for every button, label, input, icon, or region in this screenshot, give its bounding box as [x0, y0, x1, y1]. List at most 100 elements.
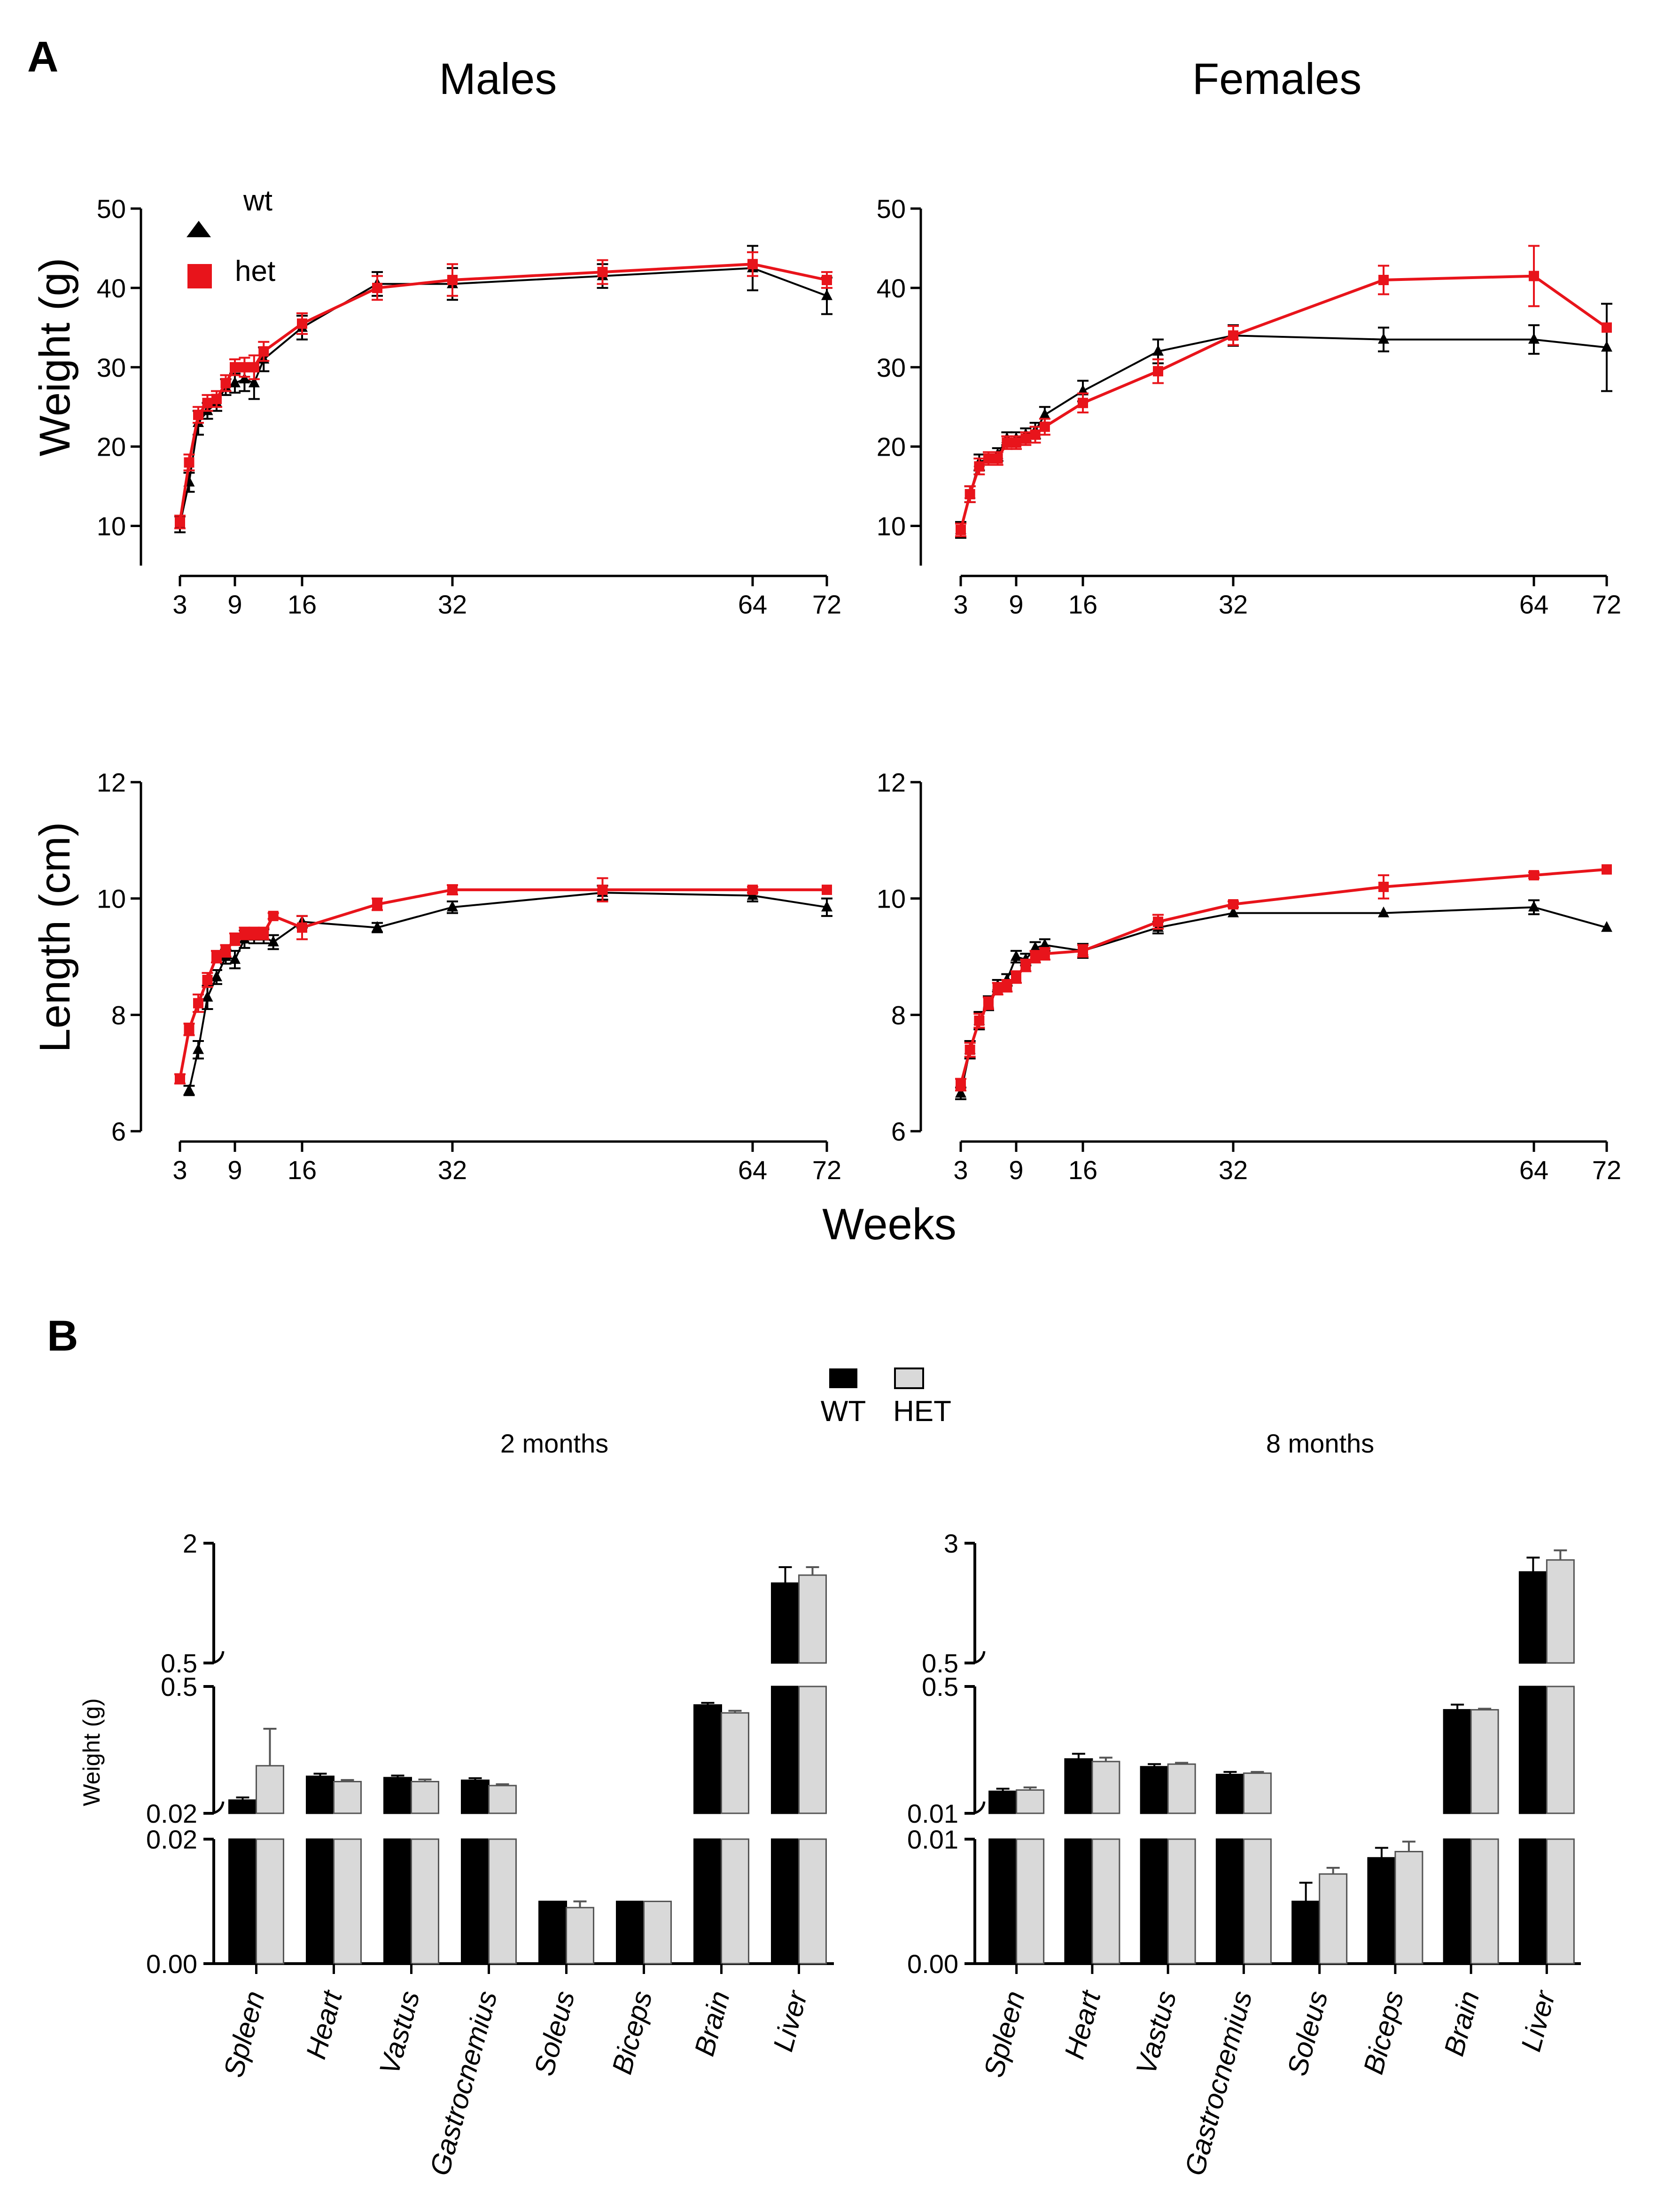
data-point-het — [1378, 275, 1389, 285]
y-tick-label: 3 — [944, 1529, 958, 1558]
data-point-wt — [229, 376, 241, 388]
category-label: Gastrocnemius — [1179, 1988, 1258, 2179]
data-point-wt — [1601, 921, 1612, 932]
x-tick-label: 72 — [1592, 590, 1621, 619]
data-point-het — [184, 457, 194, 468]
data-point-het — [1378, 881, 1389, 892]
data-point-het — [597, 267, 608, 278]
y-tick-label: 0.02 — [146, 1825, 197, 1854]
title-males: Males — [439, 54, 557, 103]
data-point-het — [597, 885, 608, 895]
y-tick-label: 8 — [891, 1000, 906, 1030]
bar-het — [1546, 1559, 1575, 1664]
y-tick-label: 40 — [97, 273, 126, 303]
data-point-het — [983, 998, 994, 1009]
y-tick-label: 50 — [97, 194, 126, 224]
legend-het-bar-label: HET — [893, 1395, 951, 1428]
data-point-wt — [229, 953, 241, 964]
category-label: Spleen — [218, 1988, 271, 2081]
data-point-wt — [202, 991, 213, 1002]
data-point-het — [184, 1024, 194, 1035]
bar-wt — [616, 1901, 645, 1965]
panel-label-b: B — [47, 1312, 78, 1360]
bar-het — [256, 1838, 284, 1965]
bar-wt — [988, 1838, 1018, 1965]
x-tick-label: 9 — [1009, 590, 1023, 619]
data-point-wt — [955, 1087, 966, 1098]
data-point-het — [1228, 899, 1238, 910]
category-label: Soleus — [1281, 1988, 1334, 2079]
data-point-het — [964, 489, 975, 499]
bar-het — [488, 1838, 517, 1965]
data-point-wt — [1152, 345, 1164, 356]
line-chart-females-weight: 10 20 30 40 50 3 9 16 32 64 72 — [877, 194, 1621, 619]
data-point-het — [258, 346, 269, 357]
data-point-het — [1039, 948, 1050, 959]
category-label: Liver — [1515, 1987, 1562, 2055]
data-point-het — [1602, 322, 1612, 333]
data-point-het — [956, 1079, 966, 1090]
x-tick-label: 16 — [1068, 590, 1097, 619]
data-point-het — [974, 1015, 985, 1026]
bar-wt — [306, 1838, 334, 1965]
data-point-het — [1030, 951, 1041, 962]
bar-het — [798, 1686, 827, 1814]
weeks-x-label: Weeks — [822, 1199, 957, 1249]
y-tick-label: 0.01 — [907, 1825, 958, 1854]
bar-het — [1470, 1709, 1499, 1814]
bar-wt — [1140, 1838, 1169, 1965]
x-tick-label: 9 — [227, 590, 242, 619]
bar-chart-2-months: 2 months Weight (g) 0.00 0.020.02 0.50.5 2 Spl… — [78, 1429, 834, 2179]
data-point-het — [822, 275, 832, 285]
series-line-wt — [960, 906, 1607, 1094]
data-point-het — [1078, 946, 1088, 956]
bar-het — [1016, 1838, 1045, 1965]
bar-het — [1016, 1789, 1045, 1814]
y-tick-label: 10 — [97, 884, 126, 914]
bar-wt — [1518, 1686, 1548, 1814]
y-tick-label: 20 — [877, 432, 906, 462]
data-point-het — [1020, 960, 1031, 971]
x-tick-label: 3 — [953, 590, 968, 619]
x-tick-label: 3 — [172, 590, 187, 619]
x-tick-label: 16 — [288, 590, 317, 619]
data-point-het — [974, 461, 985, 472]
data-point-het — [747, 259, 758, 270]
data-point-het — [258, 928, 269, 939]
legend-het-label: het — [235, 255, 275, 287]
series-line-het — [959, 868, 1607, 1085]
bar-wt — [383, 1838, 412, 1965]
data-point-het — [372, 899, 382, 910]
y-tick-label: 20 — [97, 432, 126, 462]
axis-break-mark — [973, 1651, 986, 1664]
x-tick-label: 9 — [1009, 1155, 1023, 1185]
legend-a: wt het — [187, 185, 275, 288]
data-point-het — [1002, 437, 1012, 448]
series-line-het — [179, 263, 827, 522]
series-line-het — [959, 274, 1608, 530]
y-tick-label: 12 — [877, 768, 906, 797]
data-point-wt — [267, 935, 279, 947]
bar-wt — [1443, 1709, 1472, 1814]
category-label: Brain — [688, 1988, 736, 2059]
data-point-het — [1078, 397, 1088, 408]
bar-het — [1167, 1838, 1196, 1965]
y-tick-label: 30 — [97, 353, 126, 382]
y-tick-label: 30 — [877, 353, 906, 382]
data-point-het — [211, 394, 222, 404]
data-point-het — [1011, 437, 1021, 448]
y-tick-label: 6 — [891, 1117, 906, 1146]
y-tick-label: 0.5 — [922, 1648, 958, 1678]
data-point-het — [1153, 917, 1163, 927]
category-label: Heart — [300, 1987, 348, 2062]
bar-wt — [771, 1686, 800, 1814]
bar-het — [411, 1838, 439, 1965]
bar-het — [333, 1838, 362, 1965]
bar-het — [488, 1785, 517, 1814]
legend-wt-bar-swatch — [829, 1368, 857, 1388]
x-tick-label: 32 — [1219, 1155, 1248, 1185]
data-point-het — [964, 1044, 975, 1055]
y-tick-label: 0.01 — [907, 1799, 958, 1828]
bar-het — [1091, 1838, 1120, 1965]
data-point-het — [447, 885, 458, 895]
